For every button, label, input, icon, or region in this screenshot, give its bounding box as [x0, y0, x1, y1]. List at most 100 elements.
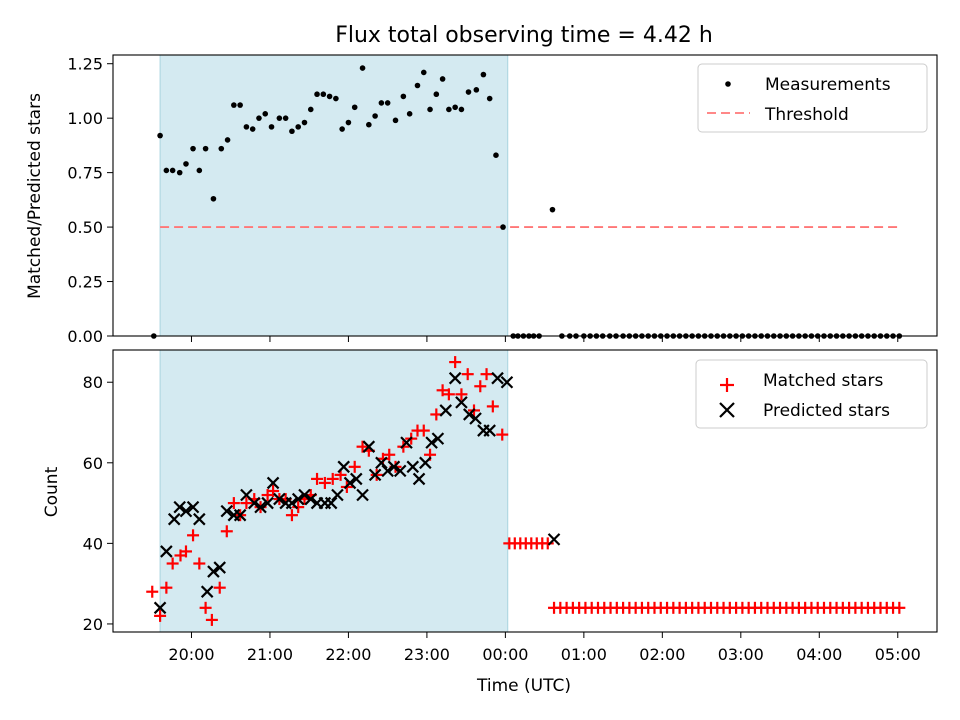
- predicted-star-marker-b: [266, 476, 280, 490]
- predicted-star-marker-b: [463, 408, 476, 421]
- legend-threshold-label: Threshold: [764, 105, 849, 125]
- predicted-star-marker-b: [193, 512, 206, 526]
- measurement-point: [314, 91, 320, 98]
- predicted-star-marker-b: [362, 440, 376, 453]
- measurement-point: [301, 119, 308, 126]
- predicted-star-marker: [406, 460, 420, 474]
- predicted-star-marker: [387, 460, 401, 474]
- matched-star-marker: [474, 380, 487, 393]
- predicted-star-marker-b: [153, 601, 167, 615]
- predicted-star-marker: [463, 408, 476, 421]
- matched-star-marker: [442, 388, 455, 401]
- matched-star-marker: [205, 613, 218, 626]
- matched-star-marker: [240, 497, 253, 510]
- predicted-star-marker: [324, 496, 338, 510]
- measurement-point: [224, 137, 231, 143]
- predicted-star-marker: [285, 496, 299, 510]
- measurement-point: [169, 167, 176, 174]
- predicted-star-marker-b: [200, 585, 214, 598]
- legend-predicted-label: Predicted stars: [763, 401, 890, 421]
- predicted-star-marker-b: [381, 464, 394, 478]
- predicted-star-marker: [220, 504, 234, 518]
- matched-star-marker: [292, 501, 305, 514]
- top-legend-box: [697, 63, 928, 133]
- predicted-star-marker: [343, 476, 357, 490]
- matched-star-marker: [496, 428, 509, 441]
- measurement-point: [359, 65, 366, 71]
- measurement-point: [268, 124, 275, 130]
- predicted-star-marker-b: [167, 512, 181, 526]
- matched-star-marker: [193, 557, 206, 570]
- x-tick-label: 23:00: [404, 645, 450, 664]
- predicted-star-marker-b: [500, 375, 514, 389]
- measurement-point: [406, 111, 413, 117]
- predicted-star-marker-b: [273, 492, 286, 506]
- predicted-star-marker-b: [285, 496, 299, 510]
- predicted-star-marker-b: [343, 476, 357, 490]
- x-tick-label: 03:00: [718, 645, 764, 664]
- matched-star-marker: [348, 460, 361, 473]
- matched-star-marker: [285, 509, 298, 522]
- matched-star-marker: [199, 601, 212, 614]
- predicted-star-marker: [337, 460, 350, 474]
- bottom-y-tick-label: 60: [83, 454, 103, 473]
- legend-matched-label: Matched stars: [763, 371, 883, 391]
- measurement-point: [427, 106, 433, 113]
- predicted-star-marker-b: [324, 496, 338, 510]
- measurement-point: [452, 104, 458, 111]
- top-axes-frame: [112, 54, 938, 337]
- matched-star-marker: [311, 472, 324, 485]
- predicted-star-marker-b: [431, 432, 445, 445]
- x-tick-label: 22:00: [325, 645, 371, 664]
- x-tick-label: 05:00: [875, 645, 921, 664]
- predicted-star-marker: [431, 432, 445, 445]
- matched-star-marker: [449, 356, 462, 369]
- predicted-star-marker-b: [254, 500, 267, 514]
- predicted-star-marker: [298, 488, 311, 502]
- predicted-star-marker: [266, 476, 280, 490]
- measurement-point: [295, 124, 302, 130]
- top-y-tick-label: 0.00: [67, 327, 103, 346]
- predicted-star-marker: [233, 508, 247, 522]
- measurement-point: [458, 106, 465, 113]
- bottom-axes-frame: [112, 349, 938, 633]
- predicted-star-marker: [375, 456, 388, 470]
- predicted-star-marker-b: [186, 500, 200, 514]
- predicted-star-marker-b: [375, 456, 388, 470]
- measurement-point: [262, 111, 269, 117]
- measurement-point: [307, 106, 314, 113]
- bottom-y-tick-label: 80: [83, 373, 103, 392]
- predicted-star-marker-b: [387, 460, 401, 474]
- predicted-star-marker-b: [160, 545, 173, 558]
- measurement-point: [549, 206, 556, 213]
- predicted-star-marker-b: [356, 488, 369, 502]
- matched-star-marker: [267, 485, 280, 497]
- predicted-star-marker: [254, 500, 267, 514]
- measurement-point: [439, 76, 446, 82]
- predicted-star-marker: [455, 396, 468, 409]
- measurement-point: [289, 128, 295, 135]
- matched-star-marker: [160, 581, 173, 594]
- matched-star-marker: [417, 424, 430, 437]
- bottom-y-tick-label: 40: [83, 534, 103, 553]
- measurement-point: [378, 100, 385, 106]
- measurement-point: [486, 95, 493, 102]
- bottom-panel: 20 40 60 80 20:00 21:00 22:00 23:00 00:00 01:00 0…: [42, 349, 938, 696]
- legend-measurements-label: Measurements: [765, 75, 891, 95]
- predicted-star-marker: [356, 488, 369, 502]
- predicted-star-marker: [160, 545, 173, 558]
- measurement-point: [414, 82, 421, 89]
- measurement-point: [231, 102, 237, 108]
- measurement-point: [163, 167, 170, 174]
- bottom-x-ticks: 20:00 21:00 22:00 23:00 00:00 01:00 02:00 03:00…: [168, 632, 921, 664]
- predicted-star-marker-b: [291, 492, 305, 506]
- top-y-tick-label: 1.00: [67, 109, 103, 128]
- matched-star-marker: [187, 529, 200, 542]
- x-tick-label: 00:00: [482, 645, 528, 664]
- predicted-star-marker: [213, 561, 227, 574]
- predicted-star-marker-b: [425, 436, 438, 449]
- matched-star-marker: [486, 400, 499, 413]
- x-tick-label: 02:00: [639, 645, 685, 664]
- bottom-legend: Matched stars Predicted stars: [695, 359, 928, 429]
- predicted-star-marker-b: [304, 492, 318, 506]
